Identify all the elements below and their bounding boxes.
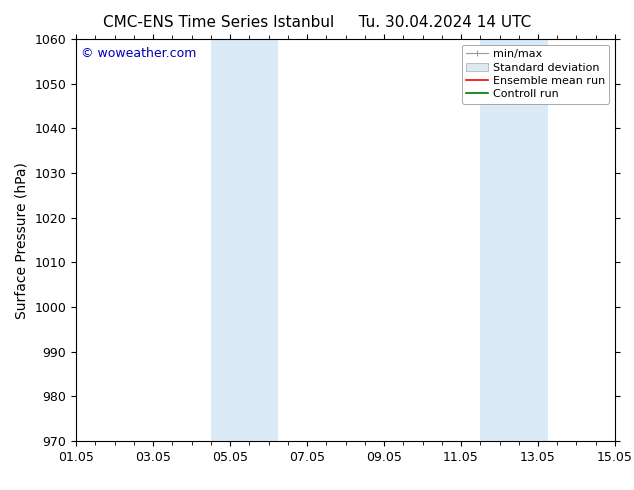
Text: CMC-ENS Time Series Istanbul     Tu. 30.04.2024 14 UTC: CMC-ENS Time Series Istanbul Tu. 30.04.2… — [103, 15, 531, 30]
Legend: min/max, Standard deviation, Ensemble mean run, Controll run: min/max, Standard deviation, Ensemble me… — [462, 45, 609, 104]
Bar — [480, 39, 548, 441]
Y-axis label: Surface Pressure (hPa): Surface Pressure (hPa) — [15, 162, 29, 318]
Bar — [210, 39, 278, 441]
Text: © woweather.com: © woweather.com — [81, 47, 197, 60]
